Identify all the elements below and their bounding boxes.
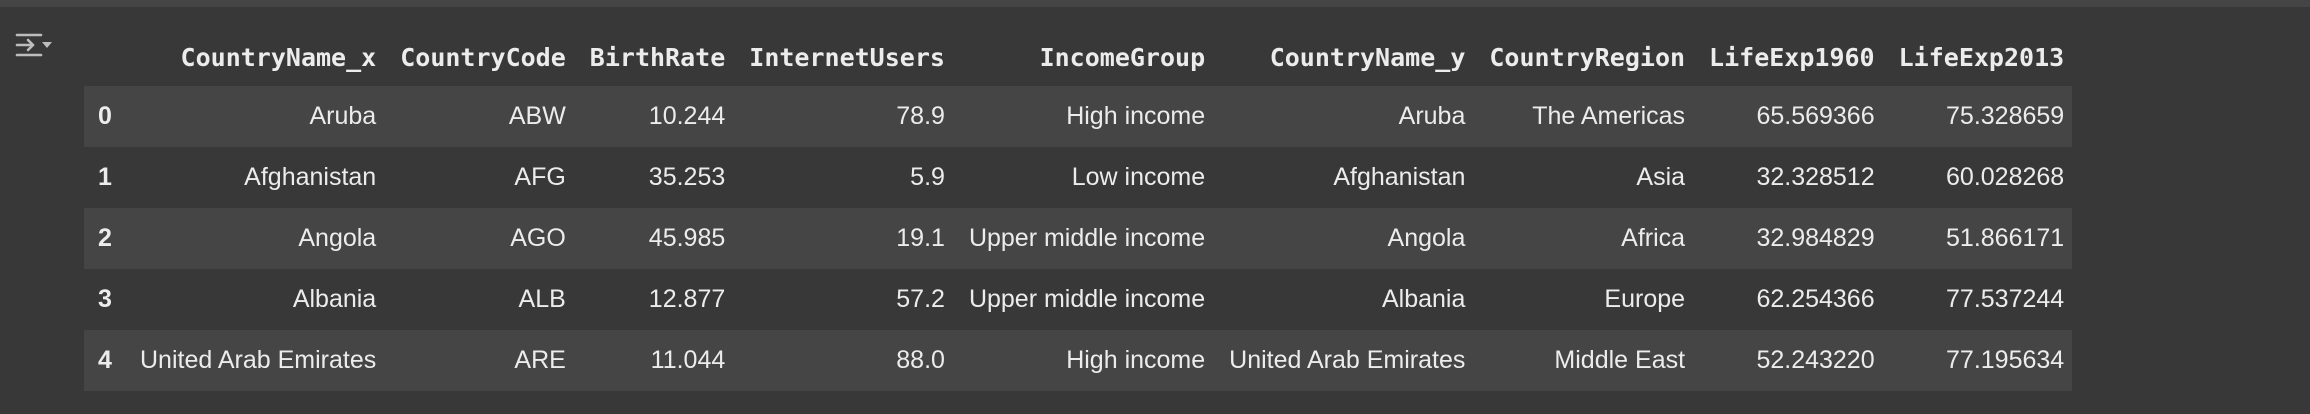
cell-lifeexp2013: 77.537244 (1946, 285, 2065, 313)
cell-internetusers: 19.1 (896, 224, 945, 252)
cell-lifeexp2013: 60.028268 (1946, 163, 2065, 191)
cell-internetusers: 5.9 (910, 163, 945, 191)
cell-countryname-x: Afghanistan (244, 163, 377, 191)
cell-lifeexp1960: 62.254366 (1756, 285, 1875, 313)
output-gutter (0, 7, 80, 414)
output-options-icon[interactable] (14, 29, 56, 67)
cell-internetusers: 88.0 (896, 346, 945, 374)
cell-countryname-y: Aruba (1398, 102, 1466, 130)
cell-countryname-x: Aruba (309, 102, 377, 130)
dataframe-table: CountryName_x CountryCode BirthRate Inte… (84, 29, 2073, 391)
table-row: 4 United Arab Emirates ARE 11.044 88.0 H… (84, 330, 2073, 391)
cell-countryregion: Asia (1636, 163, 1686, 191)
cell-top-border (0, 0, 2310, 7)
table-row: 1 Afghanistan AFG 35.253 5.9 Low income … (84, 147, 2073, 208)
header-row: CountryName_x CountryCode BirthRate Inte… (84, 29, 2073, 86)
cell-countryregion: Europe (1604, 285, 1686, 313)
cell-birthrate: 35.253 (648, 163, 726, 191)
cell-internetusers: 57.2 (896, 285, 945, 313)
cell-countrycode: AGO (510, 224, 566, 252)
cell-countrycode: ARE (514, 346, 566, 374)
cell-birthrate: 11.044 (650, 346, 726, 374)
cell-incomegroup: Low income (1071, 163, 1206, 191)
cell-countryname-y: United Arab Emirates (1229, 346, 1466, 374)
column-header-internetusers: InternetUsers (733, 29, 953, 86)
cell-countryname-y: Angola (1387, 224, 1466, 252)
column-header-lifeexp1960: LifeExp1960 (1693, 29, 1883, 86)
cell-incomegroup: Upper middle income (968, 285, 1206, 313)
row-index: 1 (98, 163, 112, 191)
cell-countrycode: ALB (518, 285, 566, 313)
cell-birthrate: 45.985 (648, 224, 726, 252)
cell-countrycode: AFG (514, 163, 566, 191)
column-header-lifeexp2013: LifeExp2013 (1882, 29, 2073, 86)
cell-birthrate: 12.877 (648, 285, 726, 313)
column-header-countryname-x: CountryName_x (124, 29, 385, 86)
cell-countryregion: Africa (1621, 224, 1686, 252)
table-row: 3 Albania ALB 12.877 57.2 Upper middle i… (84, 269, 2073, 330)
row-index: 3 (98, 285, 112, 313)
cell-countryname-y: Albania (1381, 285, 1466, 313)
output-area: CountryName_x CountryCode BirthRate Inte… (84, 7, 2310, 414)
column-header-countryregion: CountryRegion (1473, 29, 1694, 86)
column-header-incomegroup: IncomeGroup (952, 29, 1214, 86)
cell-countryname-y: Afghanistan (1333, 163, 1466, 191)
cell-lifeexp1960: 65.569366 (1756, 102, 1875, 130)
cell-countryregion: Middle East (1554, 346, 1686, 374)
cell-lifeexp2013: 75.328659 (1946, 102, 2065, 130)
cell-internetusers: 78.9 (896, 102, 945, 130)
row-index: 0 (98, 102, 112, 130)
cell-lifeexp1960: 52.243220 (1756, 346, 1875, 374)
cell-countryname-x: United Arab Emirates (140, 346, 377, 374)
column-header-countryname-y: CountryName_y (1213, 29, 1474, 86)
column-header-birthrate: BirthRate (573, 29, 734, 86)
cell-lifeexp1960: 32.328512 (1756, 163, 1875, 191)
cell-lifeexp2013: 51.866171 (1946, 224, 2065, 252)
cell-lifeexp1960: 32.984829 (1756, 224, 1875, 252)
table-row: 0 Aruba ABW 10.244 78.9 High income Arub… (84, 86, 2073, 147)
cell-birthrate: 10.244 (648, 102, 726, 130)
row-index: 4 (98, 346, 112, 374)
cell-incomegroup: High income (1066, 346, 1206, 374)
cell-incomegroup: High income (1066, 102, 1206, 130)
index-header (84, 29, 124, 86)
column-header-countrycode: CountryCode (384, 29, 574, 86)
cell-countryname-x: Angola (298, 224, 377, 252)
cell-countrycode: ABW (508, 102, 566, 130)
cell-countryregion: The Americas (1532, 102, 1686, 130)
row-index: 2 (98, 224, 112, 252)
cell-incomegroup: Upper middle income (968, 224, 1206, 252)
table-row: 2 Angola AGO 45.985 19.1 Upper middle in… (84, 208, 2073, 269)
cell-lifeexp2013: 77.195634 (1946, 346, 2065, 374)
cell-countryname-x: Albania (292, 285, 377, 313)
